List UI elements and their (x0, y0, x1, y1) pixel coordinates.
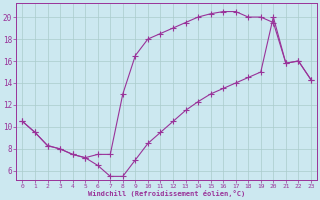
X-axis label: Windchill (Refroidissement éolien,°C): Windchill (Refroidissement éolien,°C) (88, 190, 245, 197)
